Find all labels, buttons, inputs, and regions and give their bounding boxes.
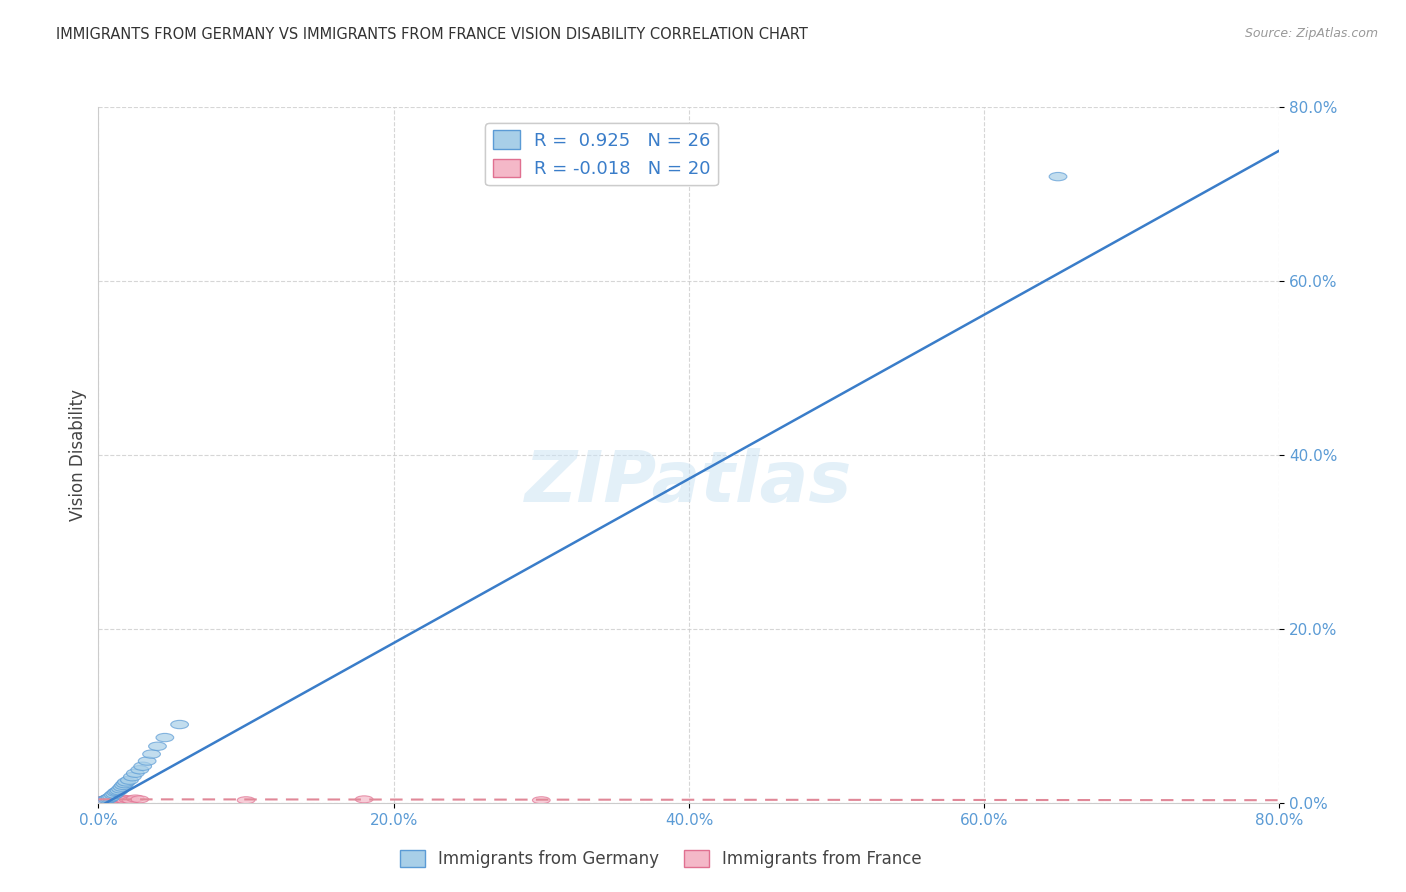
- Ellipse shape: [118, 778, 135, 786]
- Ellipse shape: [121, 776, 138, 784]
- Ellipse shape: [112, 783, 131, 791]
- Ellipse shape: [1049, 172, 1067, 181]
- Ellipse shape: [107, 789, 125, 797]
- Legend: R =  0.925   N = 26, R = -0.018   N = 20: R = 0.925 N = 26, R = -0.018 N = 20: [485, 123, 718, 186]
- Ellipse shape: [115, 781, 132, 789]
- Ellipse shape: [94, 797, 111, 804]
- Ellipse shape: [238, 797, 254, 804]
- Text: Source: ZipAtlas.com: Source: ZipAtlas.com: [1244, 27, 1378, 40]
- Ellipse shape: [104, 791, 122, 799]
- Ellipse shape: [117, 797, 134, 804]
- Legend: Immigrants from Germany, Immigrants from France: Immigrants from Germany, Immigrants from…: [394, 843, 928, 875]
- Ellipse shape: [101, 793, 120, 802]
- Ellipse shape: [97, 796, 115, 803]
- Ellipse shape: [100, 794, 118, 803]
- Ellipse shape: [127, 769, 145, 778]
- Ellipse shape: [103, 792, 121, 801]
- Ellipse shape: [127, 795, 145, 802]
- Ellipse shape: [98, 795, 117, 804]
- Ellipse shape: [117, 780, 134, 788]
- Text: ZIPatlas: ZIPatlas: [526, 449, 852, 517]
- Ellipse shape: [104, 795, 122, 802]
- Ellipse shape: [103, 796, 121, 803]
- Ellipse shape: [111, 796, 129, 803]
- Ellipse shape: [122, 797, 139, 804]
- Ellipse shape: [170, 721, 188, 729]
- Ellipse shape: [112, 795, 131, 802]
- Ellipse shape: [124, 772, 141, 780]
- Ellipse shape: [138, 757, 156, 765]
- Ellipse shape: [131, 765, 149, 774]
- Ellipse shape: [156, 733, 174, 742]
- Ellipse shape: [533, 797, 550, 804]
- Y-axis label: Vision Disability: Vision Disability: [69, 389, 87, 521]
- Ellipse shape: [107, 796, 125, 803]
- Ellipse shape: [108, 788, 127, 796]
- Ellipse shape: [111, 785, 129, 793]
- Ellipse shape: [149, 742, 166, 750]
- Ellipse shape: [131, 796, 149, 803]
- Ellipse shape: [134, 762, 152, 771]
- Ellipse shape: [105, 790, 124, 798]
- Ellipse shape: [143, 750, 160, 758]
- Ellipse shape: [110, 797, 128, 804]
- Ellipse shape: [110, 787, 128, 795]
- Ellipse shape: [120, 796, 136, 803]
- Text: IMMIGRANTS FROM GERMANY VS IMMIGRANTS FROM FRANCE VISION DISABILITY CORRELATION : IMMIGRANTS FROM GERMANY VS IMMIGRANTS FR…: [56, 27, 808, 42]
- Ellipse shape: [96, 796, 112, 805]
- Ellipse shape: [98, 797, 117, 804]
- Ellipse shape: [356, 796, 373, 803]
- Ellipse shape: [101, 797, 120, 804]
- Ellipse shape: [100, 795, 118, 802]
- Ellipse shape: [105, 797, 124, 804]
